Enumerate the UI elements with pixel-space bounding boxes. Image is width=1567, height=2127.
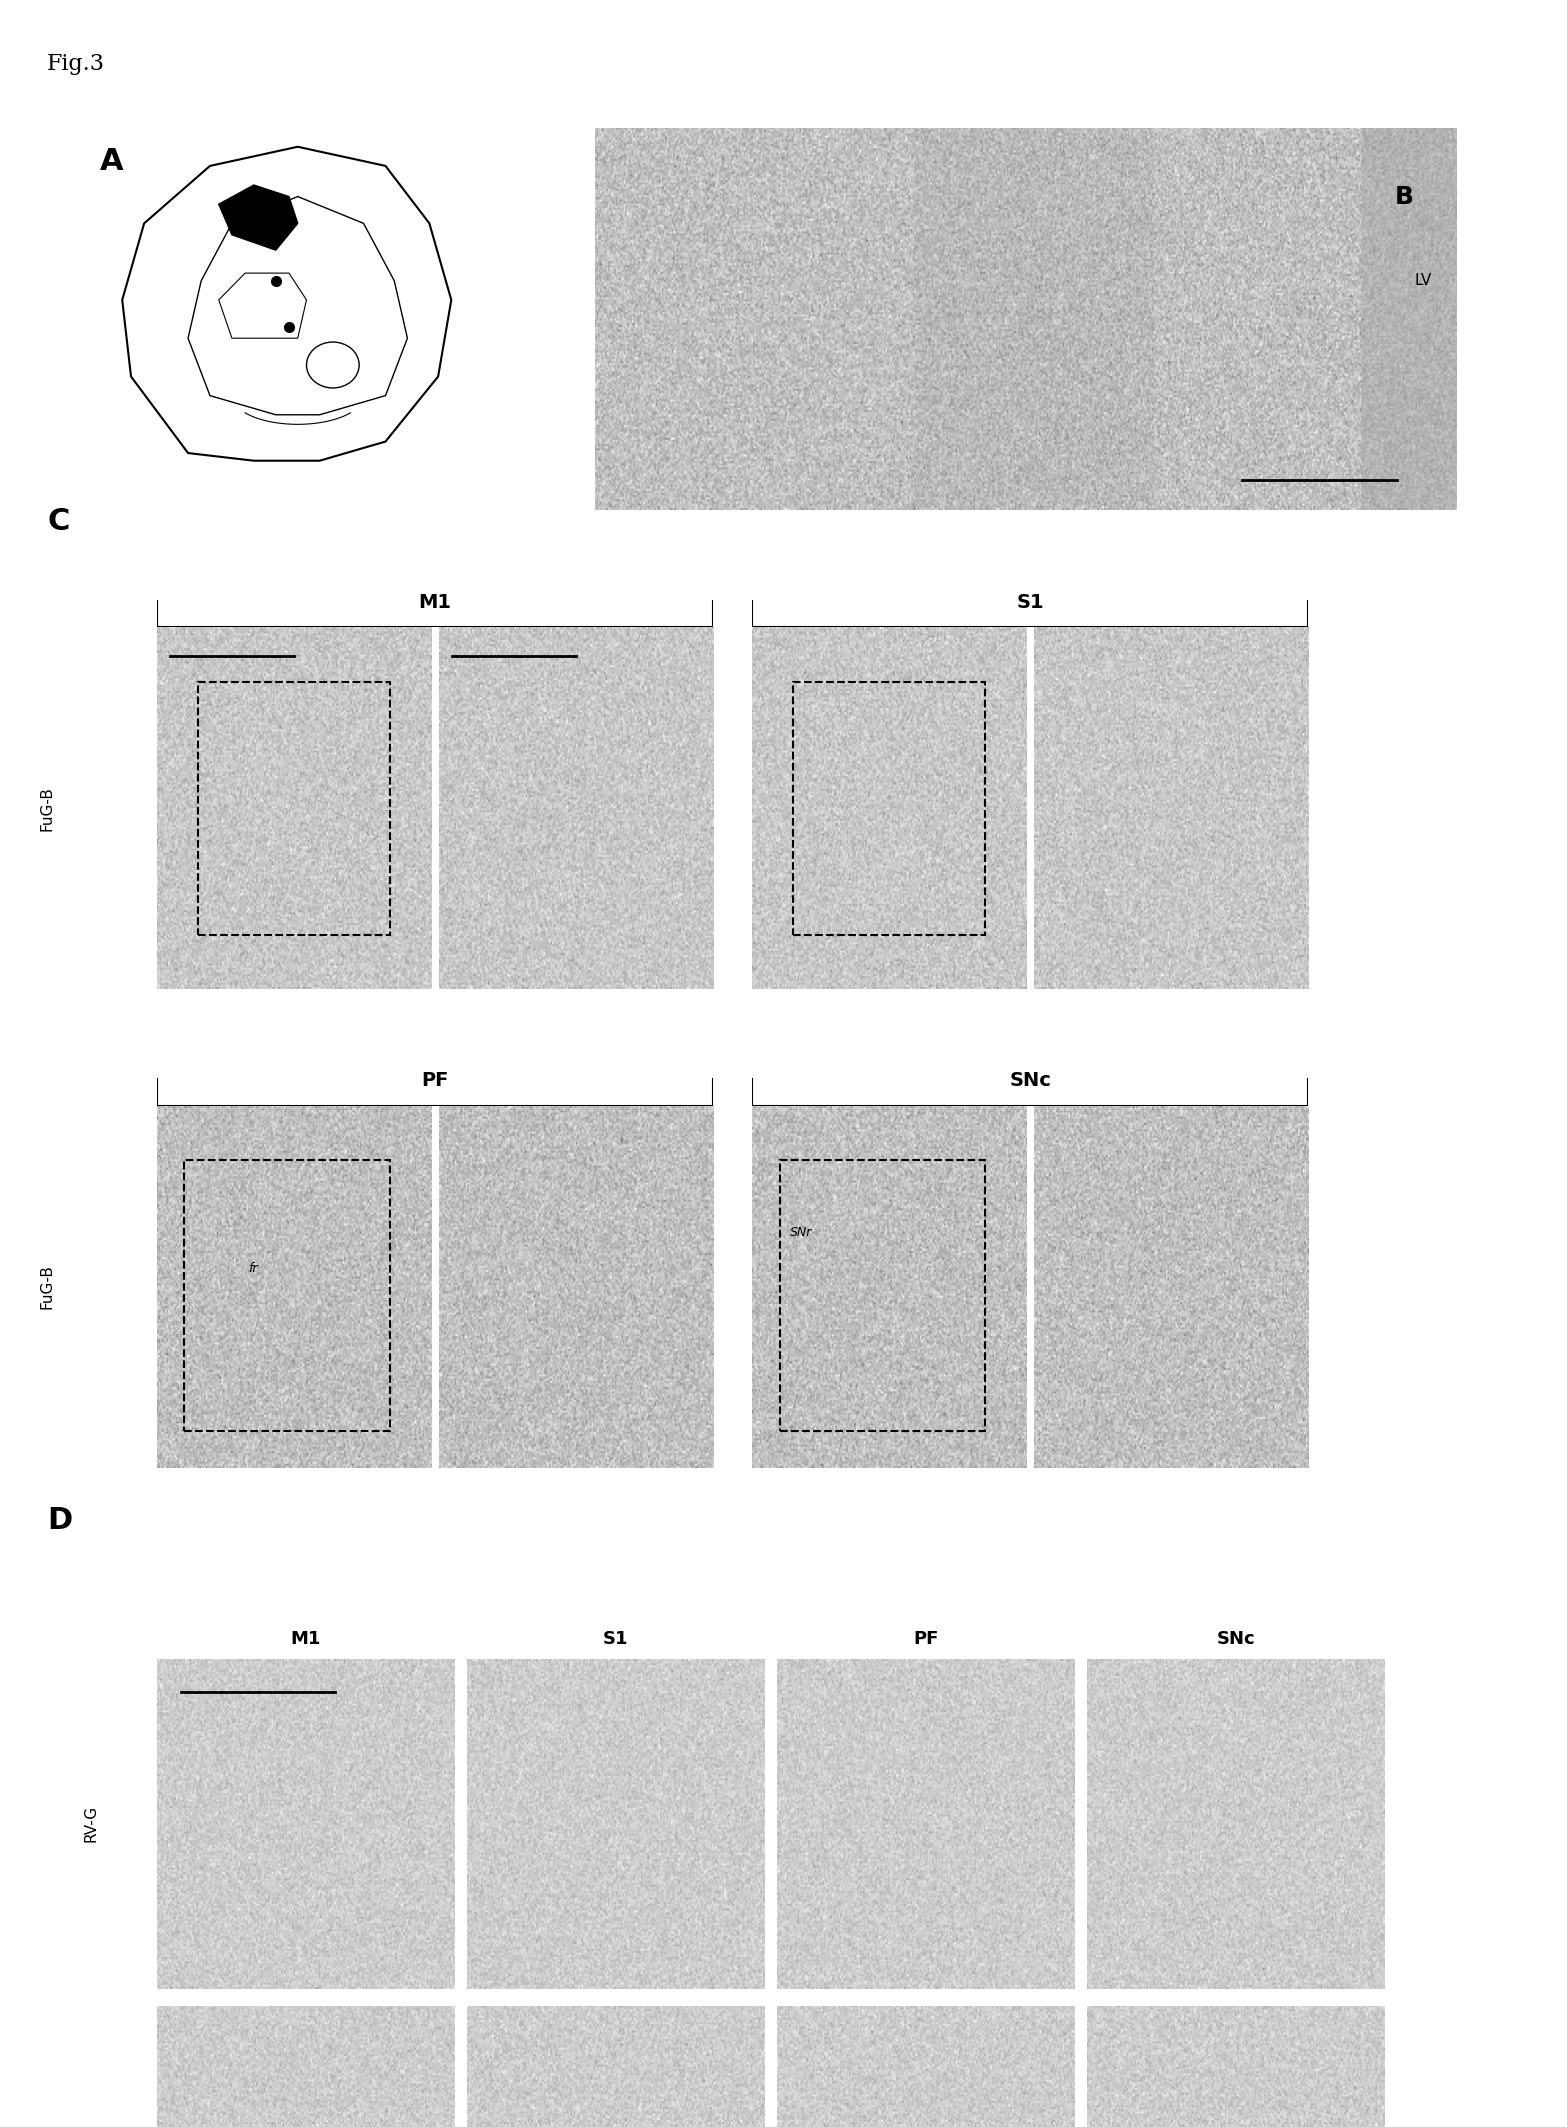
- Text: RV-G: RV-G: [83, 1806, 99, 1842]
- Text: Fig.3: Fig.3: [47, 53, 105, 74]
- Text: S1: S1: [1017, 593, 1044, 613]
- Bar: [185, 1161, 390, 1431]
- Text: fr: fr: [248, 1261, 257, 1276]
- Text: S1: S1: [603, 1631, 628, 1648]
- Text: SNc: SNc: [1009, 1072, 1051, 1091]
- Polygon shape: [219, 185, 298, 251]
- Text: PF: PF: [914, 1631, 939, 1648]
- Text: SNr: SNr: [790, 1225, 813, 1240]
- Text: D: D: [47, 1506, 72, 1536]
- Bar: [780, 1161, 986, 1431]
- Text: M1: M1: [290, 1631, 321, 1648]
- Text: A: A: [100, 147, 124, 177]
- Text: FuG-B: FuG-B: [39, 1263, 55, 1310]
- Text: LV: LV: [1413, 272, 1432, 289]
- Bar: [793, 683, 986, 936]
- Text: M1: M1: [418, 593, 451, 613]
- Text: C: C: [47, 506, 69, 536]
- Bar: [197, 683, 390, 936]
- Text: SNc: SNc: [1218, 1631, 1255, 1648]
- Text: PF: PF: [422, 1072, 448, 1091]
- Text: B: B: [1395, 185, 1415, 208]
- Text: FuG-B: FuG-B: [39, 785, 55, 832]
